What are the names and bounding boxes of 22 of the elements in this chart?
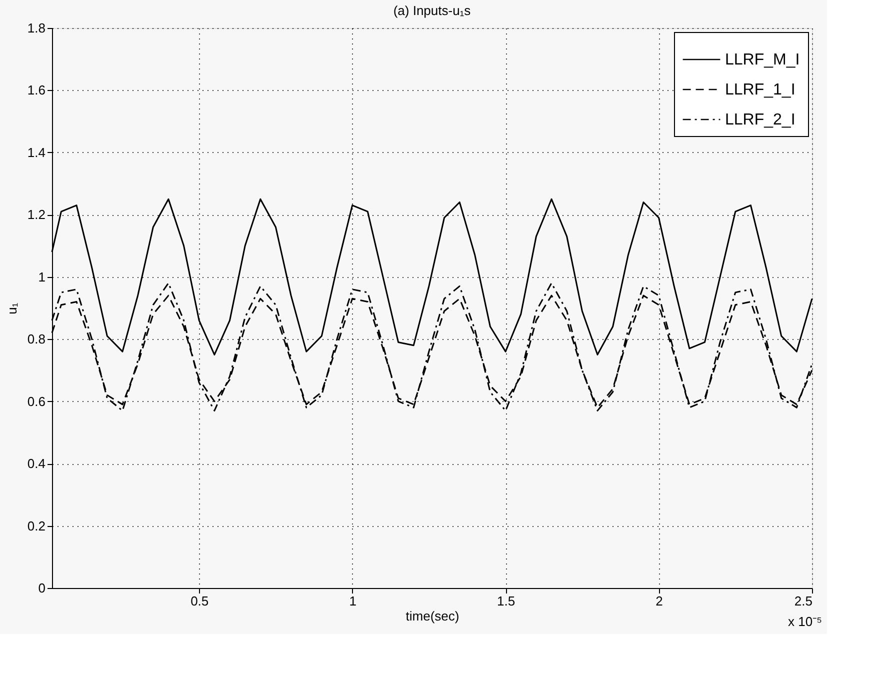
text: x 10⁻⁵ [788,614,822,629]
x-tick-label: 2.5 [794,594,812,608]
y-tick-label: 0 [38,580,46,596]
legend-label: LLRF_M_I [725,52,800,68]
y-tick-label: 0.8 [27,332,46,347]
y-tick-label: 1.4 [27,144,46,160]
x-tick-label: 1.5 [497,594,516,608]
y-tick-label: 1.8 [27,20,46,36]
y-axis-title: u₁ [4,302,20,314]
x-tick-label: 2 [656,594,663,608]
x-tick-label: 1 [349,594,356,608]
y-tick-label: 0.2 [27,518,46,534]
y-tick-label: 0.6 [27,394,46,409]
y-tick-label: 1 [38,269,46,284]
x-axis-title: time(sec) [406,608,460,624]
y-tick-label: 1.6 [27,82,46,98]
chart-title: (a) Inputs-u₁s [393,3,472,18]
legend-label: LLRF_2_I [725,112,796,128]
legend-label: LLRF_1_I [725,82,796,98]
y-tick-label: 0.4 [27,456,46,472]
x-tick-label: 0.5 [190,594,209,608]
y-tick-label: 1.2 [27,207,46,222]
